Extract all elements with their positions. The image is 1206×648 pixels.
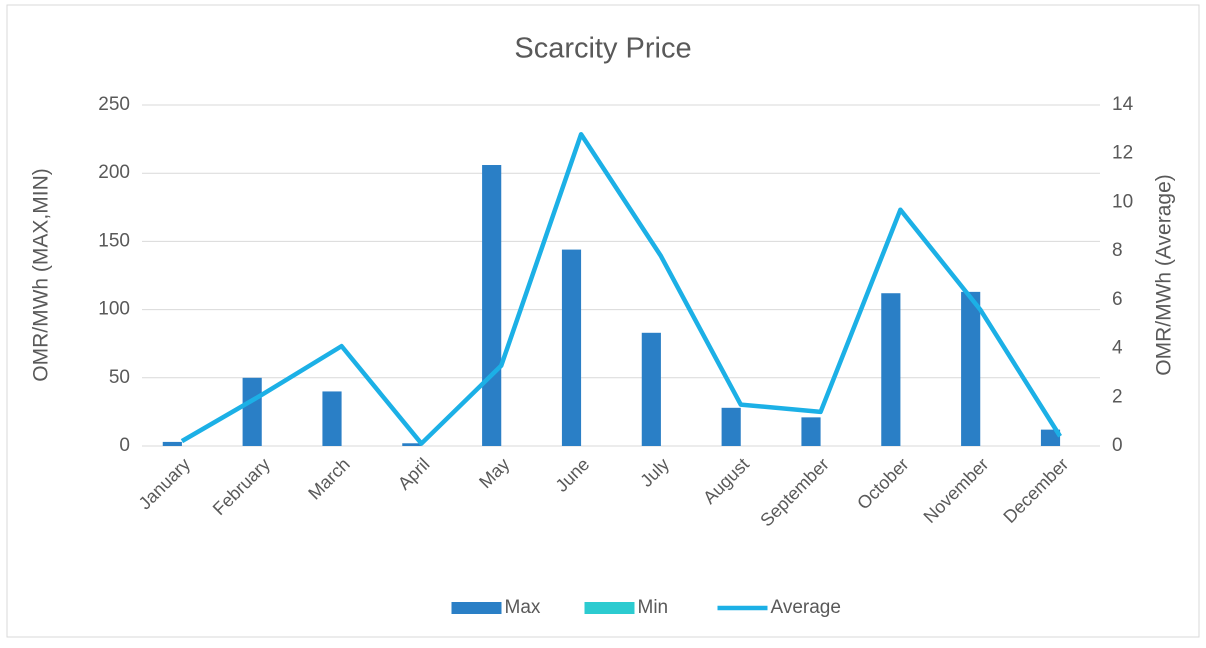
legend-swatch	[451, 602, 502, 614]
y-tick-label: 50	[109, 367, 130, 388]
bar	[162, 441, 182, 446]
y-tick-label: 150	[98, 230, 130, 251]
bar	[1040, 429, 1061, 446]
y-tick-label: 100	[98, 299, 130, 320]
y2-tick-label: 10	[1112, 191, 1133, 212]
y2-tick-label: 8	[1112, 240, 1123, 261]
legend-label: Average	[771, 597, 841, 618]
y2-tick-label: 2	[1112, 386, 1123, 407]
y2-axis-title: OMR/MWh (Average)	[1153, 174, 1176, 375]
y-axis-title: OMR/MWh (MAX,MIN)	[30, 168, 53, 381]
bar	[721, 407, 741, 446]
y2-tick-label: 6	[1112, 289, 1123, 310]
legend-label: Max	[505, 597, 541, 618]
bar	[482, 165, 502, 447]
y-tick-label: 200	[98, 162, 130, 183]
y-tick-label: 250	[98, 94, 130, 115]
y2-tick-label: 14	[1112, 94, 1134, 115]
bar	[322, 391, 342, 446]
y2-tick-label: 4	[1112, 338, 1123, 359]
y2-tick-label: 12	[1112, 143, 1133, 164]
bar	[641, 332, 661, 446]
bar	[402, 443, 422, 446]
y-tick-label: 0	[119, 435, 130, 456]
line-series	[180, 131, 1062, 446]
y2-tick-label: 0	[1112, 435, 1123, 456]
bar	[881, 293, 901, 446]
chart-border	[6, 4, 1200, 638]
bar	[961, 291, 981, 446]
chart-title: Scarcity Price	[514, 33, 691, 65]
bar	[561, 249, 582, 446]
bar	[801, 417, 821, 446]
legend-label: Min	[638, 597, 669, 618]
legend-swatch	[584, 602, 635, 614]
bar	[242, 377, 262, 446]
